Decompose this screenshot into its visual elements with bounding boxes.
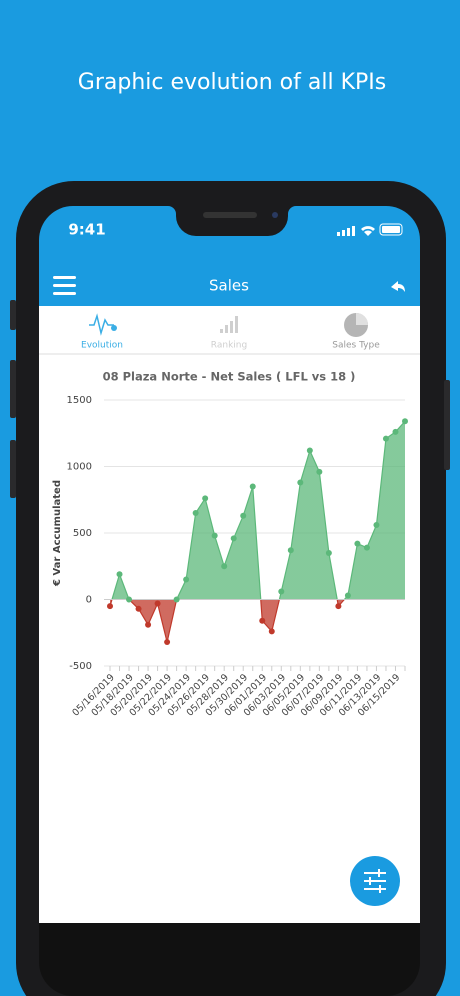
chart-title: 08 Plaza Norte - Net Sales ( LFL vs 18 ) — [103, 370, 356, 384]
point — [173, 596, 180, 603]
filter-icon — [364, 869, 386, 893]
y-tick-label: 1500 — [67, 395, 92, 406]
point — [268, 628, 275, 635]
point — [287, 547, 294, 554]
point — [230, 535, 237, 542]
menu-button[interactable] — [53, 276, 76, 295]
point — [278, 588, 285, 595]
phone-button — [10, 360, 16, 418]
point — [306, 447, 313, 454]
point — [344, 592, 351, 599]
notch — [150, 204, 314, 236]
tab-icon — [220, 316, 238, 333]
y-tick-label: 500 — [73, 528, 92, 539]
point — [221, 563, 228, 570]
tab-label[interactable]: Ranking — [211, 341, 247, 351]
content — [39, 306, 420, 923]
speaker — [203, 212, 257, 218]
tab-icon — [89, 313, 114, 336]
tab-label[interactable]: Evolution — [81, 341, 123, 351]
y-tick-label: -500 — [69, 661, 92, 672]
back-button[interactable] — [391, 281, 405, 292]
point — [164, 639, 171, 646]
point — [363, 544, 370, 551]
y-axis-title: € Var Accumulated — [52, 480, 63, 587]
point — [325, 549, 332, 556]
y-tick-label: 0 — [86, 595, 92, 606]
point — [107, 603, 113, 610]
status-time: 9:41 — [68, 221, 105, 239]
y-tick-label: 1000 — [67, 462, 92, 473]
tab-icon — [356, 313, 368, 325]
point — [126, 596, 133, 603]
point — [382, 435, 389, 442]
line — [109, 420, 406, 643]
phone-button — [444, 380, 450, 470]
point — [183, 576, 190, 583]
point — [240, 512, 247, 519]
point — [259, 617, 266, 624]
status-icons — [337, 223, 403, 236]
phone-button — [10, 300, 16, 330]
point — [202, 495, 209, 502]
point — [316, 468, 323, 475]
point — [154, 600, 161, 607]
point — [211, 532, 218, 539]
tagline: Graphic evolution of all KPIs — [78, 70, 386, 95]
plot: -50005001000150005/16/201905/18/201905/2… — [67, 395, 408, 719]
camera — [272, 212, 278, 218]
point — [373, 522, 380, 529]
point — [192, 510, 199, 517]
point — [335, 603, 342, 610]
app-title: Sales — [209, 277, 249, 295]
point — [392, 428, 399, 435]
phone-button — [10, 440, 16, 498]
point — [402, 418, 408, 425]
point — [116, 571, 123, 578]
point — [297, 479, 304, 486]
tab-label[interactable]: Sales Type — [332, 341, 380, 351]
point — [145, 621, 152, 628]
point — [249, 483, 256, 490]
area — [110, 421, 405, 643]
point — [354, 540, 361, 547]
point — [135, 605, 142, 612]
tab-icon — [111, 325, 117, 331]
